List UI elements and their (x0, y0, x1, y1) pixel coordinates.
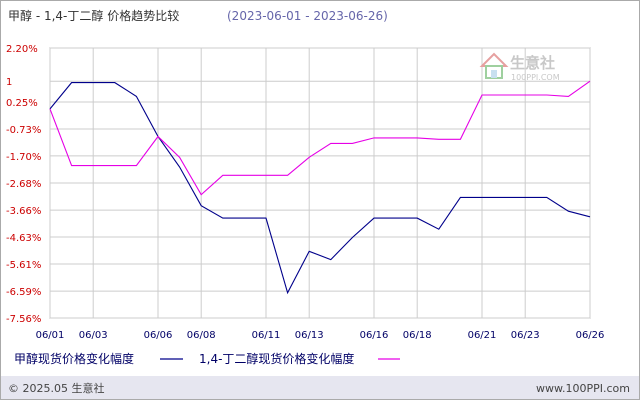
series-line-2 (49, 80, 591, 196)
series-line-1 (49, 82, 591, 295)
y-tick-label: -2.68% (6, 179, 41, 190)
legend-label-series1: 甲醇现货价格变化幅度 (14, 351, 134, 366)
chart-date-range: (2023-06-01 - 2023-06-26) (227, 9, 388, 23)
grid-group (49, 47, 591, 319)
y-tick-label: -0.73% (6, 125, 41, 136)
watermark-url: 100PPI.COM (511, 73, 560, 82)
series-group (49, 80, 591, 295)
footer-copyright: © 2025.05 生意社 (8, 381, 104, 395)
x-tick-label: 06/01 (36, 330, 65, 341)
footer-bar (1, 376, 639, 399)
y-tick-label: 2.20% (6, 44, 38, 55)
x-tick-label: 06/21 (468, 330, 497, 341)
legend-label-series2: 1,4-丁二醇现货价格变化幅度 (199, 351, 354, 366)
x-tick-label: 06/16 (360, 330, 389, 341)
y-axis: 2.20% 1 0.25% -0.73% -1.70% -2.68% -3.66% -4.63… (6, 44, 41, 325)
y-tick-label: -4.63% (6, 233, 41, 244)
footer-site: www.100PPI.com (536, 382, 630, 395)
legend: 甲醇现货价格变化幅度 1,4-丁二醇现货价格变化幅度 (14, 351, 400, 366)
y-tick-label: -3.66% (6, 206, 41, 217)
watermark: 生意社 100PPI.COM (479, 52, 560, 82)
house-logo-icon (479, 52, 509, 79)
y-tick-label: 0.25% (6, 98, 38, 109)
x-tick-label: 06/26 (576, 330, 605, 341)
x-tick-label: 06/06 (144, 330, 173, 341)
x-tick-label: 06/23 (511, 330, 540, 341)
x-tick-label: 06/18 (403, 330, 432, 341)
x-axis: 06/01 06/03 06/06 06/08 06/11 06/13 06/16 06/18… (36, 330, 605, 341)
x-tick-label: 06/13 (295, 330, 324, 341)
x-tick-label: 06/03 (79, 330, 108, 341)
y-tick-label: -7.56% (6, 314, 41, 325)
watermark-name: 生意社 (510, 54, 555, 72)
y-tick-label: -1.70% (6, 152, 41, 163)
y-tick-label: -6.59% (6, 287, 41, 298)
x-tick-label: 06/11 (252, 330, 281, 341)
y-tick-label: 1 (6, 77, 12, 88)
x-tick-label: 06/08 (187, 330, 216, 341)
chart-title: 甲醇 - 1,4-丁二醇 价格趋势比较 (8, 8, 179, 23)
y-tick-label: -5.61% (6, 260, 41, 271)
